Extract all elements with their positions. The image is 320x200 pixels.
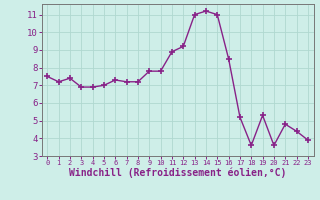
X-axis label: Windchill (Refroidissement éolien,°C): Windchill (Refroidissement éolien,°C): [69, 168, 286, 178]
